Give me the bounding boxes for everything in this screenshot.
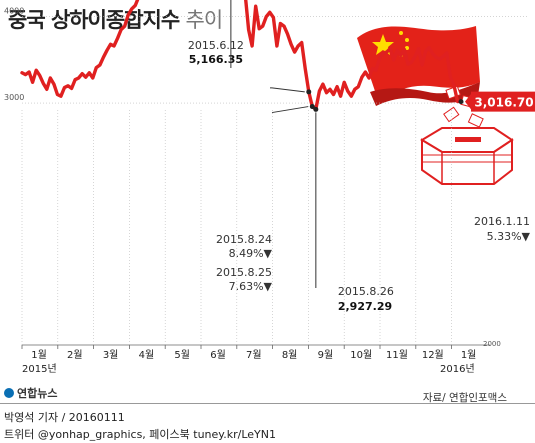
x-tick-label: 12월 [422, 349, 444, 361]
x-tick-label: 1월 [31, 349, 47, 361]
y-tick-label-3000: 3000 [4, 93, 24, 102]
annotation-824-change: 8.49%▼ [229, 247, 273, 260]
china-flag-illustration [357, 26, 480, 106]
annotation-825-pointer [271, 106, 309, 114]
x-tick-label: 4월 [139, 349, 155, 361]
title-light: 추이 [185, 8, 224, 32]
page-title: 중국 상하이종합지수 추이 [8, 4, 224, 34]
annotation-trough-dot [313, 106, 319, 112]
source-note: 자료/ 연합인포맥스 [422, 392, 507, 404]
series-line [20, 0, 463, 112]
annotation-826-value: 2,927.29 [338, 300, 392, 313]
x-tick-label: 7월 [246, 349, 262, 361]
annotation-last-date: 2016.1.11 [474, 215, 530, 228]
annotation-824-dot [306, 89, 312, 95]
x-tick-label: 8월 [282, 349, 298, 361]
annotation-824-pointer [270, 87, 305, 93]
last-value-badge-pointer [465, 92, 472, 111]
x-tick-label: 9월 [318, 349, 334, 361]
social-line: 트위터 @yonhap_graphics, 페이스북 tuney.kr/LeYN… [4, 428, 276, 441]
y-tick-label-4000: 4000 [4, 7, 24, 16]
title-bold: 중국 상하이종합지수 [8, 8, 180, 32]
x-tick-label: 1월 [461, 349, 477, 361]
x-tick-label: 10월 [350, 349, 372, 361]
yonhap-logo: 연합뉴스 [4, 385, 57, 401]
last-value-badge [471, 91, 535, 112]
annotation-825-date: 2015.8.25 [216, 266, 272, 279]
ballot-box-illustration [420, 127, 514, 185]
y-tick-label-2000: 2000 [483, 340, 501, 348]
annotation-825-change: 7.63%▼ [229, 280, 273, 293]
x-tick-year-first: 2015년 [22, 363, 57, 375]
annotation-last-change: 5.33%▼ [487, 230, 531, 243]
annotation-last-dot [458, 99, 464, 105]
x-tick-year-last: 2016년 [440, 363, 475, 375]
x-tick-label: 5월 [174, 349, 190, 361]
series-line-layer [20, 0, 463, 112]
last-value-badge-text: 3,016.70 [474, 96, 533, 110]
y-axis-ticks: 5000400030002000 [4, 7, 501, 348]
x-tick-label: 3월 [103, 349, 119, 361]
annotation-peak-date: 2015.6.12 [188, 39, 244, 52]
annotation-824-date: 2015.8.24 [216, 233, 272, 246]
logo-text: 연합뉴스 [17, 387, 58, 400]
x-tick-label: 2월 [67, 349, 83, 361]
footer-divider [0, 403, 535, 404]
grid-lines [21, 16, 528, 349]
annotation-826-date: 2015.8.26 [338, 285, 394, 298]
x-tick-label: 6월 [210, 349, 226, 361]
annotations: 2015.6.125,166.35 2015.8.26 2,927.29 2015.8… [188, 0, 535, 313]
credit-line: 박영석 기자 / 20160111 [4, 411, 125, 424]
annotation-825-dot [309, 104, 315, 110]
x-tick-label: 11월 [386, 349, 408, 361]
logo-icon [4, 388, 14, 398]
x-axis-ticks: 1월 2월 3월 4월 5월 6월 7월 8월 9월 10월 11월 12월 1월 2015년 2016년 [22, 349, 476, 375]
annotation-peak-value: 5,166.35 [189, 53, 243, 66]
